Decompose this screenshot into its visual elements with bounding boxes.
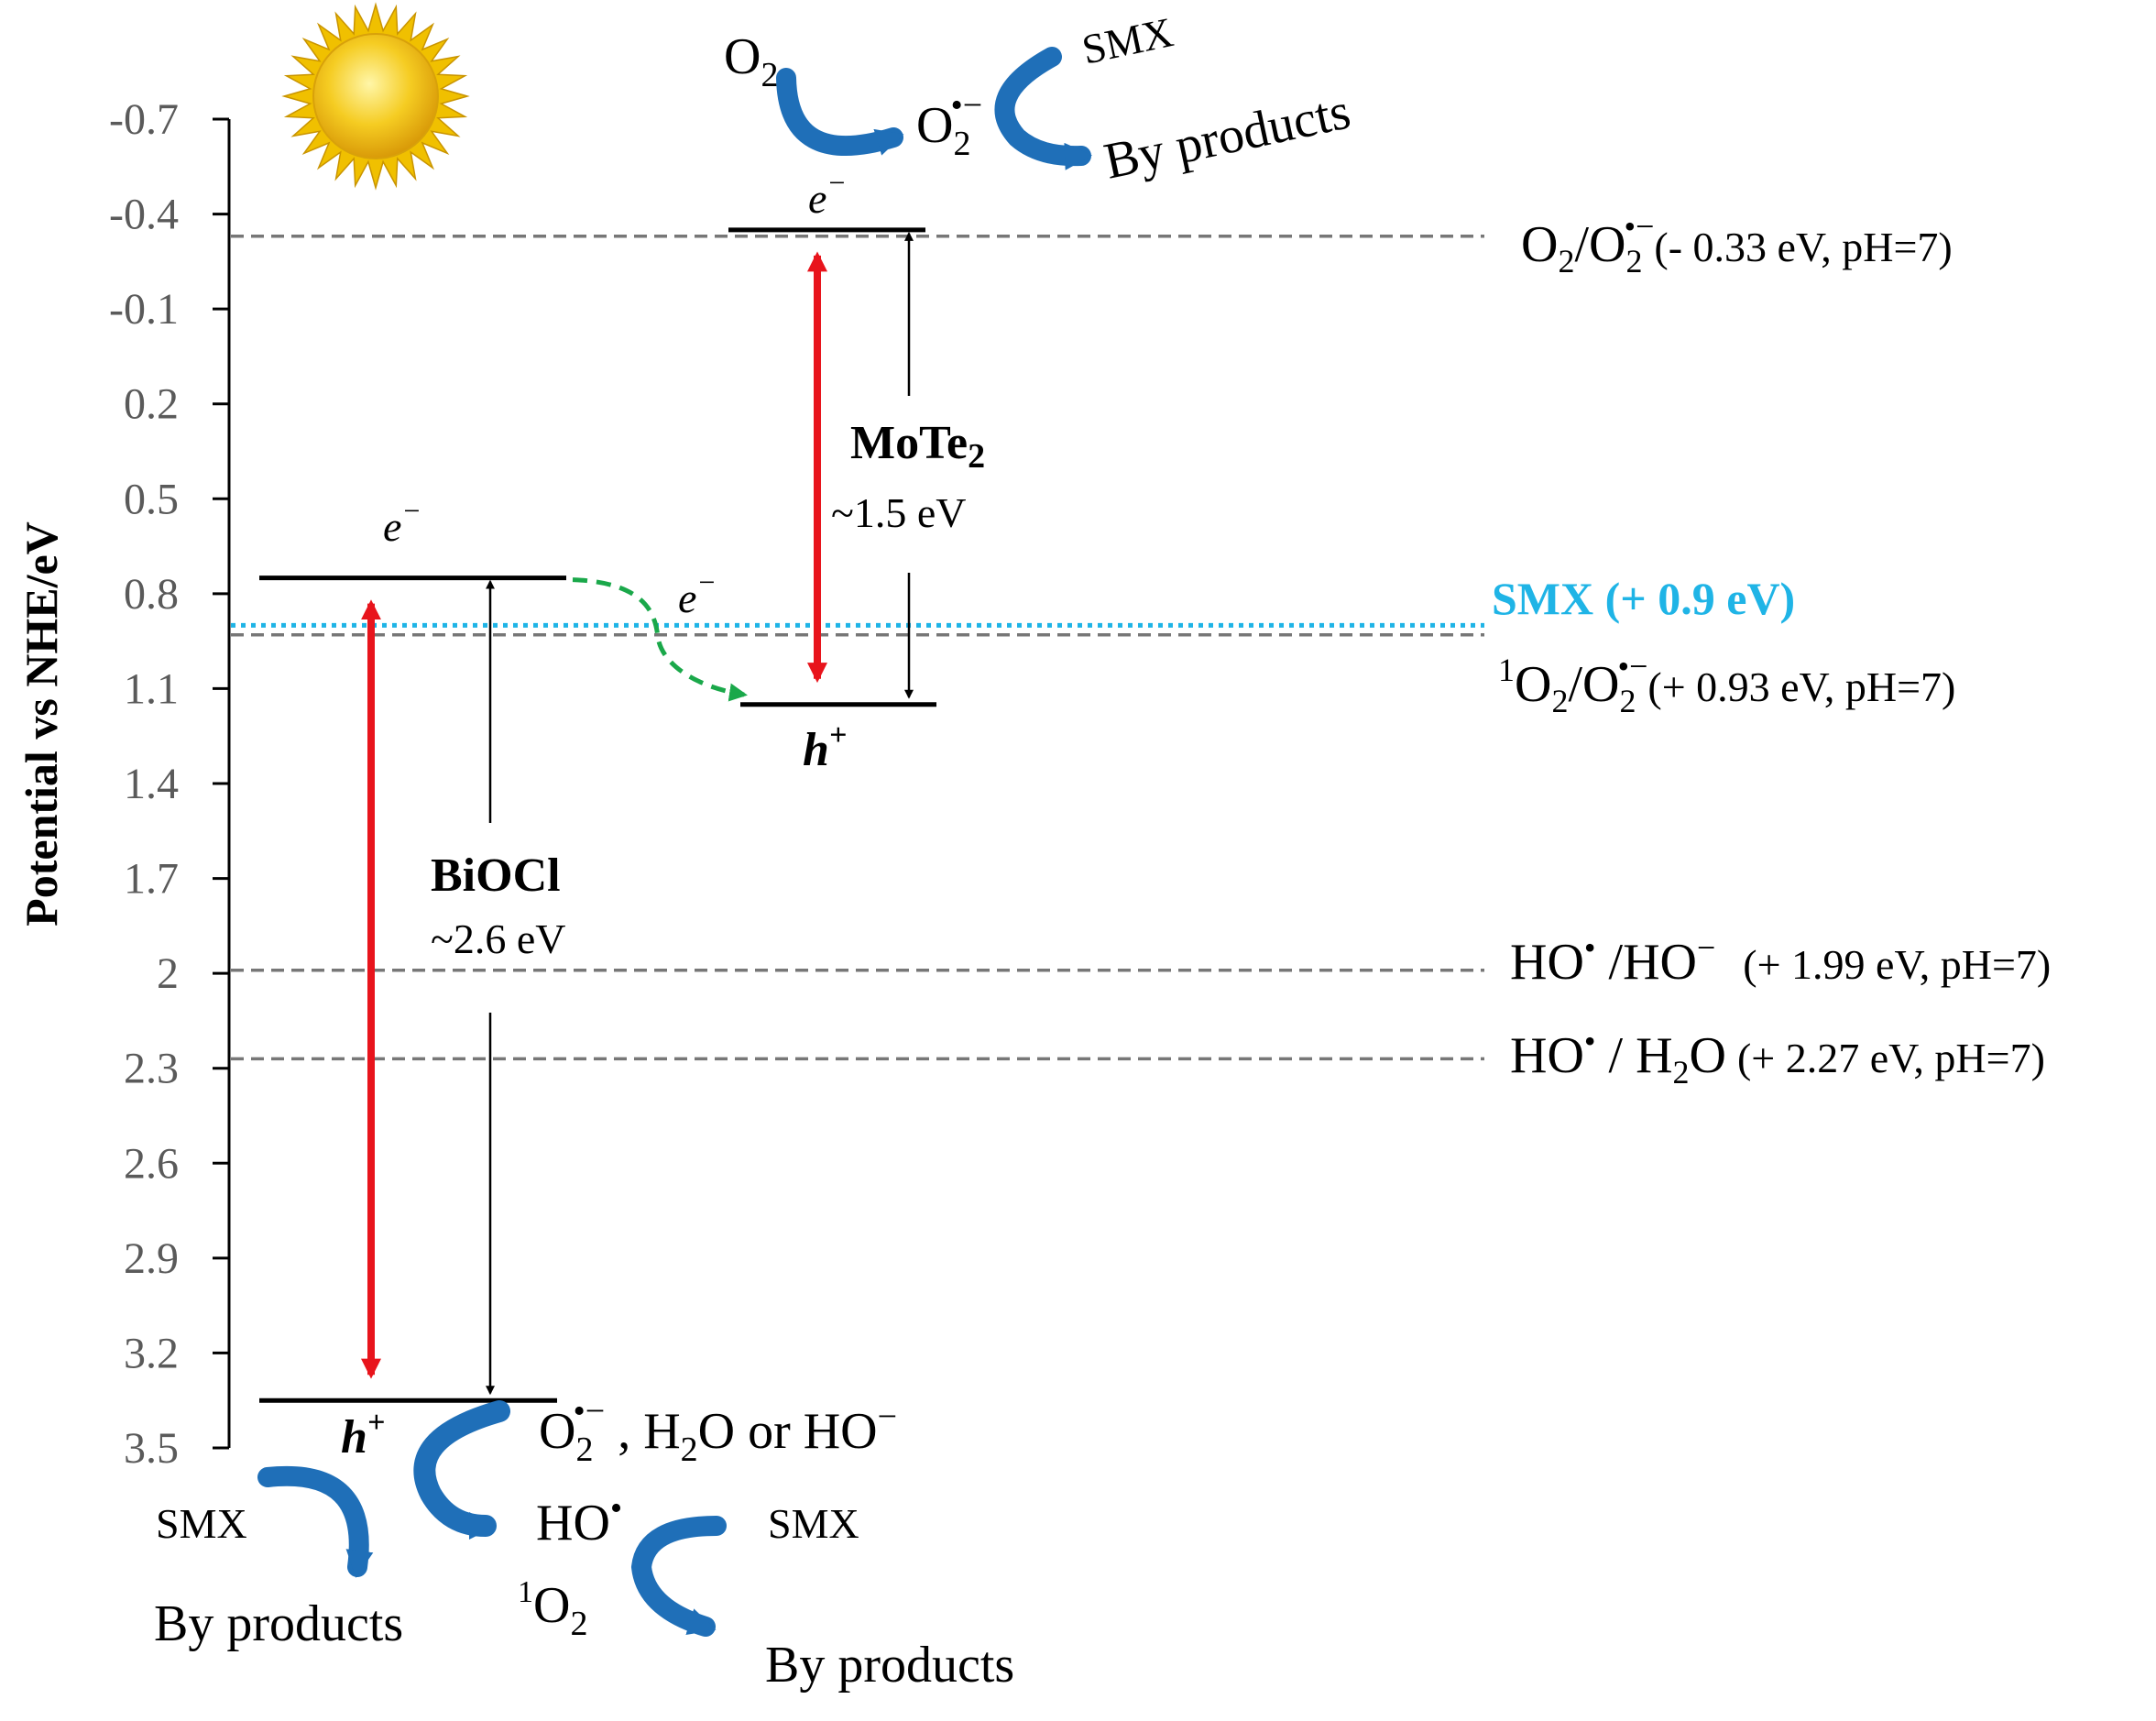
y-tick-label: -0.4	[109, 191, 179, 239]
smx-label-bottom-right: SMX	[768, 1500, 859, 1547]
y-tick-label: 3.5	[124, 1424, 179, 1473]
curved-arrow-hole-to-radicals	[413, 1400, 510, 1540]
transfer-electron-label: e−	[678, 565, 717, 621]
curved-arrow-smx-to-byproducts-right	[630, 1516, 727, 1637]
byproducts-label-bottom-left: By products	[154, 1595, 403, 1652]
y-tick-label: 2.6	[124, 1139, 179, 1188]
y-tick-label: 2.9	[124, 1234, 179, 1283]
biocl-electron-label: e−	[383, 494, 421, 550]
y-tick-label: 0.5	[124, 475, 179, 523]
superoxide-label-top: O2•−	[916, 86, 982, 163]
mote2-label: MoTe2	[850, 417, 985, 476]
mote2-electron-label: e−	[808, 166, 847, 222]
y-tick-label: 1.4	[124, 760, 179, 808]
mote2-hole-label: h+	[803, 718, 847, 776]
svg-text:SMX (+ 0.9 eV): SMX (+ 0.9 eV)	[1492, 573, 1795, 624]
reference-label-ho-water: HO• / H2O (+ 2.27 eV, pH=7)	[1510, 1023, 2045, 1091]
y-tick-label: 1.1	[124, 664, 179, 713]
y-tick-label: 0.8	[124, 570, 179, 619]
y-tick-label: 1.7	[124, 855, 179, 904]
y-tick-label: -0.7	[109, 95, 179, 144]
biocl-hole-label: h+	[341, 1406, 385, 1463]
bottom-species-label: O2•− , H2O or HO−	[539, 1392, 897, 1469]
reference-label-ho-radical: HO• /HO− (+ 1.99 eV, pH=7)	[1510, 929, 2051, 991]
y-tick-label: -0.1	[109, 285, 179, 334]
y-tick-label: 3.2	[124, 1329, 179, 1377]
reference-label-o2-superoxide: O2/O2•−(- 0.33 eV, pH=7)	[1521, 208, 1953, 280]
reference-label-smx: SMX (+ 0.9 eV)	[1492, 573, 1795, 624]
svg-text:HO• /HO−(+ 1.99 eV, pH=7): HO• /HO− (+ 1.99 eV, pH=7)	[1510, 929, 2051, 991]
ref-o2-value: (- 0.33 eV, pH=7)	[1654, 224, 1952, 270]
mote2-gap-label: ~1.5 eV	[831, 489, 967, 536]
smx-label-bottom-left: SMX	[156, 1500, 247, 1547]
y-tick-label: 2.3	[124, 1045, 179, 1093]
svg-text:O2/O2•−(- 0.33 eV, pH=7): O2/O2•−(- 0.33 eV, pH=7)	[1521, 208, 1953, 280]
sun-disk	[312, 33, 439, 159]
y-tick-label: 2	[157, 949, 179, 998]
reference-levels	[231, 234, 1484, 1061]
curved-arrow-superoxide-to-byproducts	[994, 47, 1092, 170]
electron-transfer-arrow	[572, 577, 748, 702]
curved-arrow-smx-to-byproducts-left	[257, 1465, 374, 1578]
y-axis-ticks: -0.7 -0.4 -0.1 0.2 0.5 0.8 1.1 1.4 1.7 2 2.3 2.6 2.9…	[109, 95, 229, 1473]
y-tick-label: 0.2	[124, 380, 179, 429]
o2-label-top: O2	[724, 28, 778, 94]
reference-label-singlet-o2: 1O2/O2•−(+ 0.93 eV, pH=7)	[1498, 648, 1955, 719]
y-axis-title: Potential vs NHE/eV	[16, 521, 67, 926]
band-edges	[259, 227, 936, 1403]
ho-radical-label-bottom: HO•	[536, 1489, 622, 1551]
svg-text:HO• / H2O(+ 2.27 eV, pH=7): HO• / H2O (+ 2.27 eV, pH=7)	[1510, 1023, 2045, 1091]
smx-label-top: SMX	[1078, 8, 1176, 73]
byproducts-label-bottom-right: By products	[765, 1637, 1014, 1694]
curved-arrow-o2-to-superoxide	[776, 68, 904, 156]
byproducts-label-top: By products	[1100, 82, 1355, 190]
svg-text:1O2/O2•−(+ 0.93 eV, pH=7): 1O2/O2•−(+ 0.93 eV, pH=7)	[1498, 648, 1955, 719]
biocl-label: BiOCl	[431, 850, 561, 902]
sun-icon	[281, 2, 470, 191]
biocl-gap-label: ~2.6 eV	[431, 915, 566, 962]
singlet-o2-label-bottom: 1O2	[518, 1575, 587, 1643]
